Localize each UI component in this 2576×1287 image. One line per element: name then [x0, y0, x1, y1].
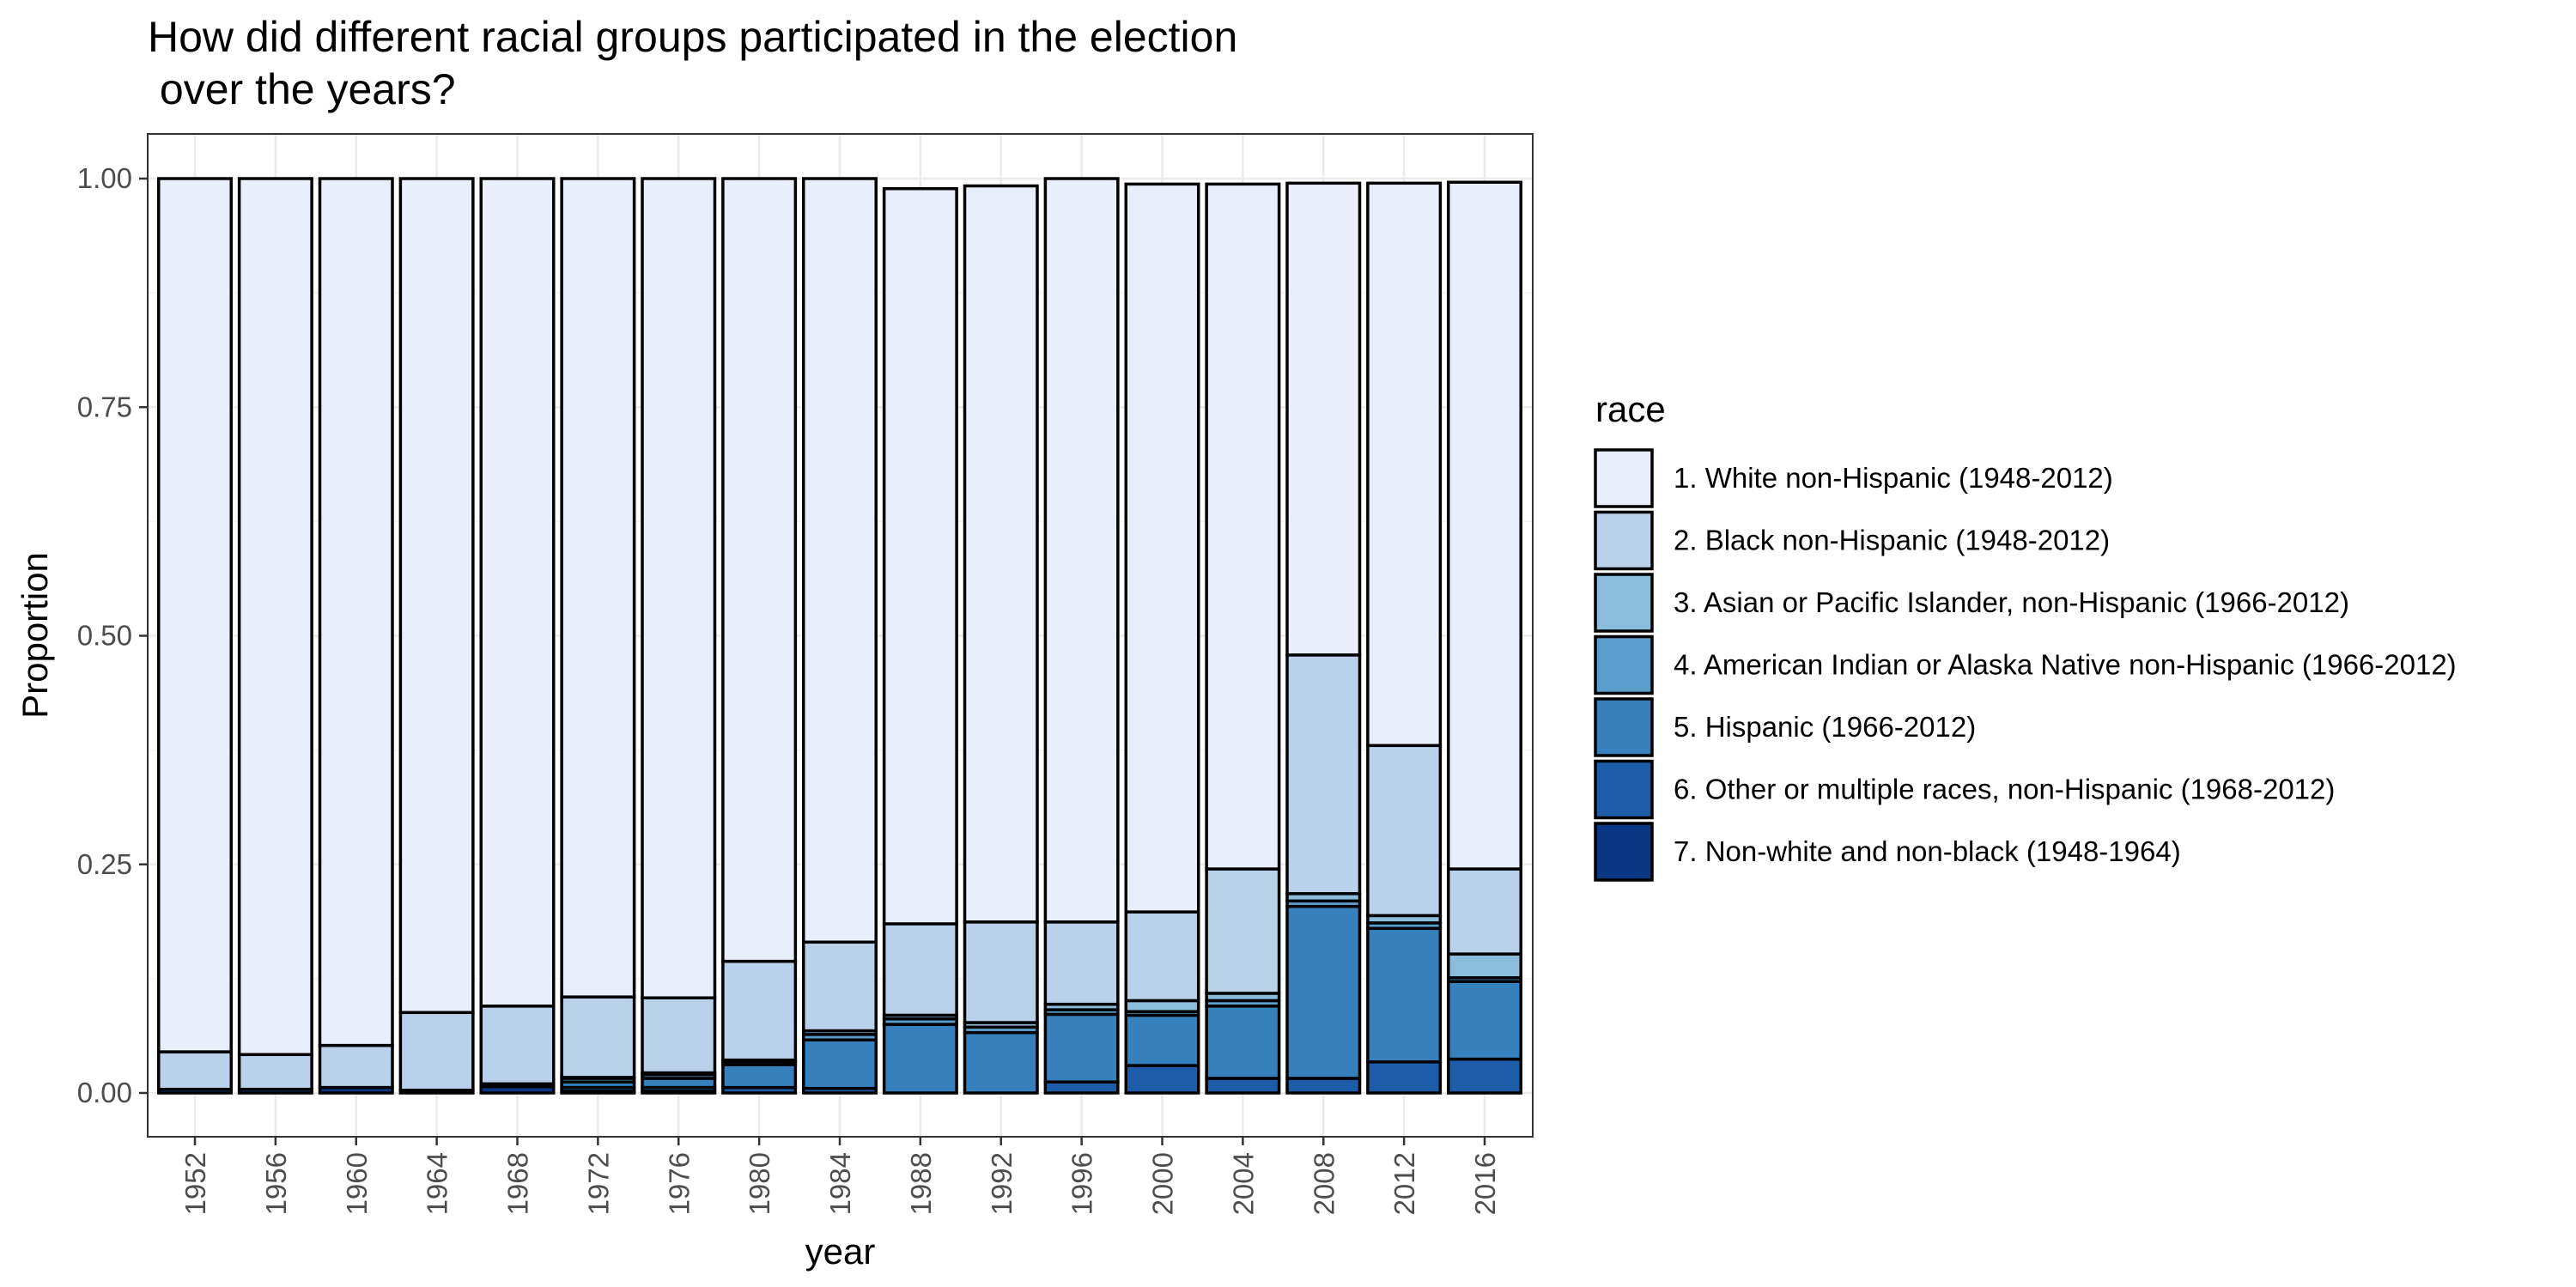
- bar-segment-2012-series-1: [1366, 181, 1443, 748]
- bar-segment-2008-series-1: [1285, 181, 1362, 657]
- bar-segment-2004-series-6: [1205, 1077, 1281, 1095]
- bar-segment-2000-series-5: [1124, 1013, 1200, 1067]
- bar-segment-1972-series-2: [560, 995, 636, 1079]
- x-tick-label: 1964: [422, 1152, 453, 1215]
- x-tick-label: 2016: [1469, 1152, 1501, 1215]
- x-tick-label: 1996: [1066, 1152, 1098, 1215]
- x-axis-title: year: [805, 1231, 876, 1272]
- x-tick-label: 1976: [663, 1152, 695, 1215]
- bar-segment-1960-series-1: [318, 177, 394, 1047]
- bar-segment-1980-series-2: [721, 959, 798, 1062]
- bar-segment-2004-series-2: [1205, 867, 1281, 995]
- stacked-bars: [157, 177, 1522, 1095]
- bar-segment-1988-series-1: [882, 186, 958, 926]
- bar-segment-1976-series-2: [641, 996, 717, 1075]
- bar-segment-1968-series-1: [479, 177, 556, 1008]
- bar-segment-1996-series-6: [1043, 1080, 1120, 1095]
- legend-key-3: [1594, 573, 1654, 633]
- bar-segment-2016-series-1: [1447, 180, 1522, 871]
- bar-segment-1960-series-2: [318, 1043, 394, 1090]
- legend-title: race: [1595, 389, 1666, 429]
- y-tick-label: 0.00: [77, 1077, 132, 1108]
- legend-label-4: 4. American Indian or Alaska Native non-…: [1674, 649, 2457, 681]
- legend-key-4: [1594, 634, 1654, 695]
- bar-segment-1984-series-5: [802, 1038, 878, 1090]
- bar-segment-1964-series-2: [398, 1011, 475, 1092]
- bar-segment-2016-series-2: [1447, 867, 1522, 956]
- legend-key-7: [1594, 822, 1654, 882]
- bar-segment-1988-series-5: [882, 1023, 958, 1095]
- bar-segment-2016-series-3: [1447, 952, 1522, 980]
- bar-segment-1992-series-2: [963, 920, 1039, 1024]
- x-axis: 1952 1956 1960 1964 1968 1972 1976 1980 1984 1988…: [179, 1137, 1501, 1215]
- bar-segment-1972-series-1: [560, 177, 636, 999]
- bar-segment-2000-series-1: [1124, 182, 1200, 914]
- legend-label-3: 3. Asian or Pacific Islander, non-Hispan…: [1674, 586, 2349, 618]
- bar-segment-1992-series-5: [963, 1030, 1039, 1095]
- legend-label-2: 2. Black non-Hispanic (1948-2012): [1674, 525, 2110, 556]
- legend-key-6: [1594, 759, 1654, 820]
- bar-segment-1964-series-1: [398, 177, 475, 1015]
- bar-segment-1976-series-1: [641, 177, 717, 999]
- bar-segment-2000-series-2: [1124, 910, 1200, 1003]
- x-tick-label: 2012: [1388, 1152, 1420, 1215]
- bar-segment-2008-series-2: [1285, 653, 1362, 895]
- bar-segment-2008-series-5: [1285, 904, 1362, 1080]
- legend-label-6: 6. Other or multiple races, non-Hispanic…: [1674, 774, 2335, 805]
- bar-segment-2000-series-3: [1124, 999, 1200, 1013]
- legend-key-2: [1594, 510, 1654, 571]
- bar-segment-1956-series-1: [237, 177, 313, 1057]
- bar-segment-2008-series-6: [1285, 1077, 1362, 1095]
- y-tick-label: 1.00: [77, 162, 132, 194]
- bar-segment-1980-series-1: [721, 177, 798, 963]
- bar-segment-1988-series-2: [882, 922, 958, 1017]
- bar-segment-1952-series-2: [157, 1050, 233, 1091]
- legend-label-1: 1. White non-Hispanic (1948-2012): [1674, 462, 2113, 494]
- bar-segment-2012-series-2: [1366, 744, 1443, 918]
- x-tick-label: 1984: [824, 1152, 856, 1215]
- chart-title-line-2: over the years?: [148, 65, 456, 113]
- bar-segment-2004-series-1: [1205, 182, 1281, 871]
- bar-segment-1952-series-1: [157, 177, 233, 1053]
- bar-segment-1984-series-2: [802, 940, 878, 1033]
- bar-segment-2012-series-6: [1366, 1060, 1443, 1095]
- y-axis-title: Proportion: [15, 552, 55, 719]
- x-tick-label: 1980: [744, 1152, 775, 1215]
- bar-segment-1996-series-2: [1043, 920, 1120, 1006]
- bar-segment-2016-series-6: [1447, 1057, 1522, 1095]
- bar-segment-1992-series-1: [963, 184, 1039, 924]
- x-tick-label: 1952: [179, 1152, 211, 1215]
- bar-segment-1968-series-2: [479, 1005, 556, 1086]
- bar-segment-1996-series-1: [1043, 177, 1120, 924]
- x-tick-label: 2000: [1147, 1152, 1179, 1215]
- legend: race 1. White non-Hispanic (1948-2012) 2.…: [1594, 389, 2457, 882]
- legend-label-7: 7. Non-white and non-black (1948-1964): [1674, 835, 2181, 867]
- y-axis: 0.00 0.25 0.50 0.75 1.00: [77, 162, 148, 1108]
- bar-segment-1984-series-1: [802, 177, 878, 944]
- x-tick-label: 2004: [1227, 1152, 1259, 1215]
- y-tick-label: 0.50: [77, 620, 132, 652]
- x-tick-label: 1992: [986, 1152, 1018, 1215]
- x-tick-label: 1960: [341, 1152, 373, 1215]
- bar-segment-2004-series-5: [1205, 1005, 1281, 1080]
- legend-label-5: 5. Hispanic (1966-2012): [1674, 711, 1976, 743]
- bar-segment-1956-series-2: [237, 1053, 313, 1091]
- x-tick-label: 1968: [502, 1152, 534, 1215]
- x-tick-label: 1972: [582, 1152, 614, 1215]
- x-tick-label: 1988: [905, 1152, 937, 1215]
- bar-segment-2012-series-5: [1366, 926, 1443, 1064]
- chart-title-line-1: How did different racial groups particip…: [148, 13, 1237, 61]
- y-tick-label: 0.25: [77, 848, 132, 880]
- bar-segment-2000-series-6: [1124, 1064, 1200, 1095]
- legend-key-1: [1594, 448, 1654, 508]
- bar-segment-2016-series-5: [1447, 980, 1522, 1061]
- x-tick-label: 2008: [1308, 1152, 1340, 1215]
- y-tick-label: 0.75: [77, 391, 132, 422]
- bar-segment-1996-series-5: [1043, 1012, 1120, 1084]
- legend-key-5: [1594, 697, 1654, 757]
- x-tick-label: 1956: [260, 1152, 292, 1215]
- bar-segment-1980-series-5: [721, 1063, 798, 1090]
